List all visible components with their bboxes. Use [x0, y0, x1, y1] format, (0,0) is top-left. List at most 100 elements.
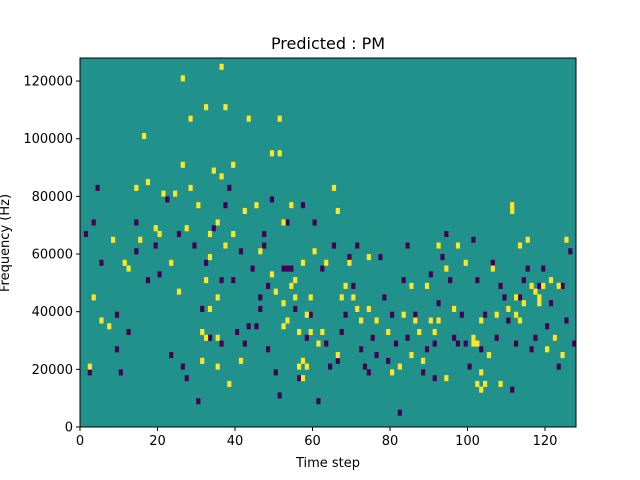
heatmap-cell-low — [176, 230, 182, 238]
heatmap-cell-high — [277, 150, 282, 157]
y-axis: 0 20000 40000 60000 80000 100000 120000 — [23, 75, 80, 436]
heatmap-cell-low — [502, 294, 507, 301]
heatmap-cell-low — [560, 282, 565, 289]
heatmap-cell-low — [362, 363, 368, 370]
heatmap-cell-low — [285, 219, 290, 226]
heatmap-cell-low — [223, 202, 228, 209]
heatmap-cell-high — [366, 305, 371, 312]
heatmap-cell-low — [413, 311, 418, 318]
heatmap-cell-low — [498, 282, 503, 289]
heatmap-cell-low — [432, 375, 437, 382]
heatmap-cell-low — [436, 300, 441, 307]
heatmap-cell-low — [258, 294, 263, 301]
heatmap-cell-low — [533, 334, 538, 341]
heatmap-cell-high — [215, 334, 220, 341]
y-tick-label: 40000 — [32, 305, 73, 320]
heatmap-cell-low — [277, 392, 282, 399]
heatmap-cell-high — [142, 132, 147, 140]
heatmap-cell-high — [471, 334, 476, 341]
heatmap-cell-low — [320, 265, 325, 272]
heatmap-cell-low — [134, 248, 139, 255]
heatmap-cell-low — [374, 352, 379, 359]
heatmap-cell-high — [223, 104, 228, 111]
heatmap-cell-high — [552, 334, 557, 341]
heatmap-cell-low — [87, 369, 92, 376]
heatmap-cell-high — [308, 328, 313, 336]
heatmap-cell-high — [537, 294, 542, 301]
heatmap-cell-high — [273, 288, 278, 295]
heatmap-cell-high — [471, 340, 476, 347]
heatmap-cell-high — [215, 363, 220, 370]
heatmap-cell-high — [204, 104, 209, 111]
y-tick-label: 120000 — [23, 75, 73, 90]
heatmap-cell-high — [277, 115, 282, 122]
heatmap-cell-low — [452, 334, 457, 341]
heatmap-cell-low — [405, 242, 410, 249]
heatmap-cell-low — [293, 305, 298, 312]
heatmap-cell-high — [153, 225, 158, 232]
heatmap-cell-low — [471, 236, 476, 243]
heatmap-cell-low — [537, 282, 542, 289]
x-tick-label: 20 — [149, 434, 166, 449]
heatmap-cell-high — [390, 369, 395, 376]
heatmap-cell-high — [211, 167, 216, 174]
heatmap-cell-low — [204, 259, 209, 266]
heatmap-cell-high — [145, 179, 151, 186]
heatmap-cell-low — [525, 265, 530, 272]
heatmap-cell-high — [246, 115, 251, 122]
heatmap-cell-low — [134, 219, 139, 226]
heatmap-cell-low — [347, 254, 352, 261]
heatmap-cell-low — [355, 242, 360, 249]
heatmap-cell-low — [351, 282, 356, 289]
heatmap-cell-high — [479, 369, 484, 376]
heatmap-cell-low — [459, 311, 464, 318]
heatmap-cell-low — [514, 340, 519, 347]
heatmap-cell-low — [339, 328, 344, 336]
heatmap-cell-low — [405, 334, 410, 341]
heatmap-cell-high — [126, 265, 131, 272]
heatmap-cell-high — [304, 363, 309, 370]
heatmap-cell-high — [556, 282, 561, 289]
heatmap-cell-high — [300, 357, 306, 364]
heatmap-cell-low — [273, 369, 278, 376]
heatmap-cell-high — [219, 173, 224, 180]
heatmap-cell-high — [421, 357, 426, 364]
heatmap-cell-high — [343, 282, 348, 289]
heatmap-cell-high — [180, 75, 185, 82]
x-tick-label: 40 — [227, 434, 244, 449]
heatmap-cell-low — [428, 271, 433, 278]
heatmap-cell-high — [386, 328, 391, 336]
heatmap-cell-high — [196, 202, 201, 209]
heatmap-cell-low — [297, 375, 302, 382]
heatmap-cell-low — [165, 196, 170, 203]
heatmap-cell-high — [157, 230, 162, 238]
heatmap-cell-low — [328, 363, 333, 370]
heatmap-cell-low — [266, 346, 271, 353]
heatmap-cell-low — [238, 248, 244, 255]
heatmap-cell-low — [316, 398, 321, 405]
heatmap-cell-high — [300, 375, 306, 382]
heatmap-cell-low — [545, 323, 550, 330]
heatmap-cell-high — [161, 190, 166, 197]
heatmap-cell-high — [351, 294, 356, 301]
heatmap-cell-low — [231, 277, 236, 284]
heatmap-cell-high — [355, 305, 360, 312]
heatmap-cell-high — [494, 311, 499, 318]
heatmap-cell-low — [401, 277, 406, 284]
heatmap-cell-high — [417, 328, 422, 336]
heatmap-cell-low — [421, 369, 426, 376]
heatmap-cell-low — [262, 242, 267, 249]
heatmap-cell-high — [169, 259, 174, 266]
heatmap-cell-low — [281, 265, 286, 272]
heatmap-cell-high — [335, 207, 340, 214]
heatmap-cell-high — [455, 242, 461, 249]
heatmap-cell-high — [188, 115, 193, 122]
heatmap-cell-low — [506, 317, 511, 324]
heatmap-cell-low — [483, 311, 488, 318]
heatmap-cell-high — [331, 184, 337, 191]
heatmap-cell-low — [285, 265, 290, 272]
heatmap-cell-high — [479, 317, 484, 324]
heatmap-cell-high — [231, 230, 236, 238]
heatmap-cell-high — [231, 161, 236, 168]
heatmap-cell-low — [126, 328, 131, 336]
